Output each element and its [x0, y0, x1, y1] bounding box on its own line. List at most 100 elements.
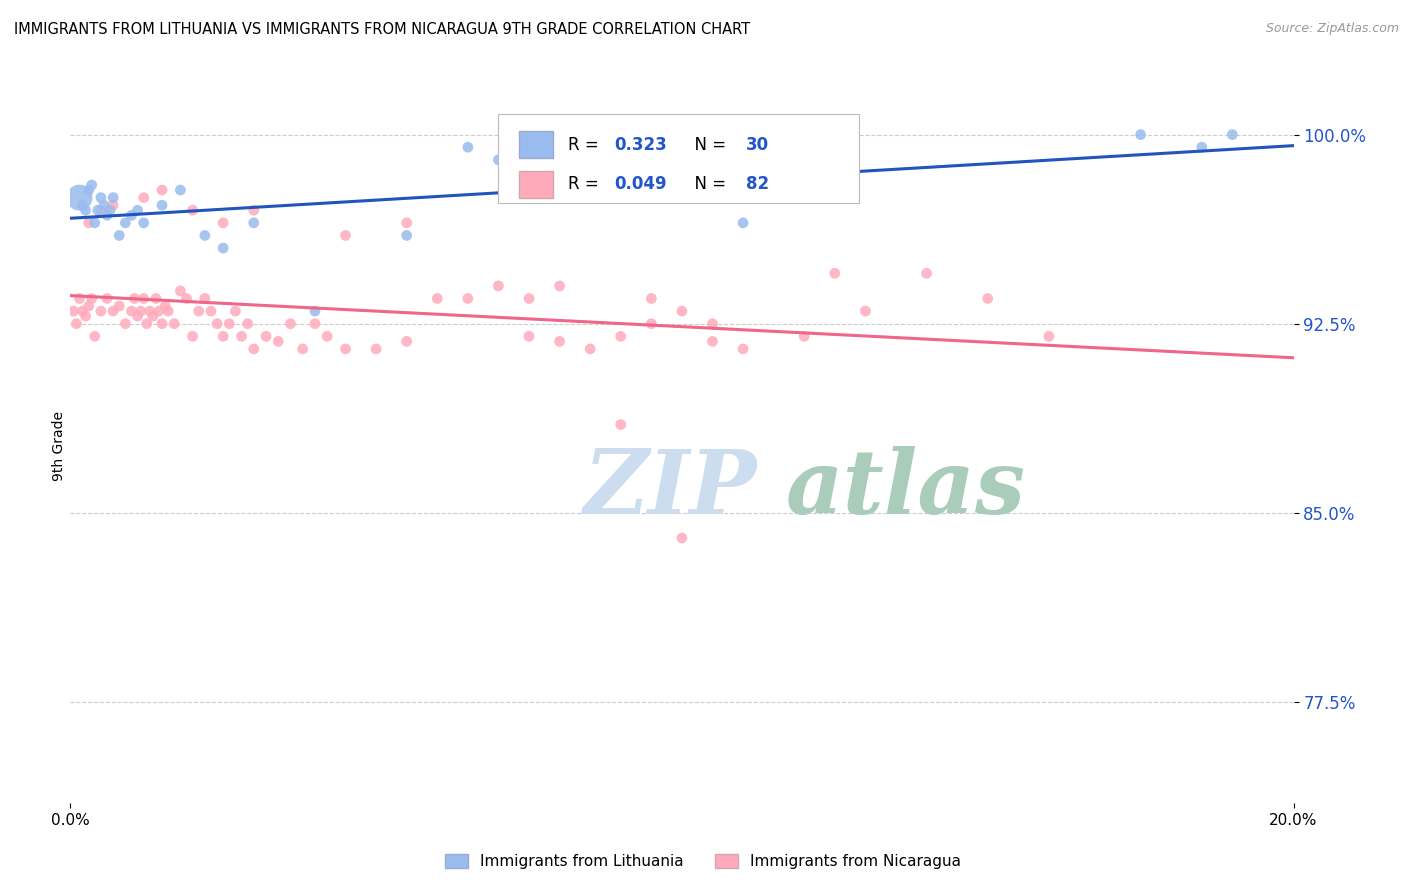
Point — [132, 191, 155, 205]
Point — [96, 208, 118, 222]
Point — [824, 266, 846, 280]
Text: 82: 82 — [745, 175, 769, 193]
Point — [163, 317, 186, 331]
Point — [426, 292, 449, 306]
Point — [101, 198, 124, 212]
Point — [127, 203, 149, 218]
Point — [80, 178, 103, 192]
Point — [194, 228, 217, 243]
Point — [108, 299, 131, 313]
Point — [793, 329, 815, 343]
Point — [610, 417, 633, 432]
Point — [83, 216, 105, 230]
Point — [200, 304, 222, 318]
Point — [157, 304, 180, 318]
Point — [517, 329, 540, 343]
Point — [101, 191, 124, 205]
Point — [96, 292, 118, 306]
Point — [69, 292, 91, 306]
Point — [132, 216, 155, 230]
Point — [488, 278, 510, 293]
Point — [62, 304, 84, 318]
Point — [121, 208, 143, 222]
Point — [135, 317, 157, 331]
Point — [236, 317, 259, 331]
Point — [304, 317, 326, 331]
Text: N =: N = — [685, 136, 731, 153]
Text: R =: R = — [568, 136, 605, 153]
Point — [90, 304, 112, 318]
Point — [1038, 329, 1060, 343]
Text: ZIP: ZIP — [583, 446, 758, 532]
Point — [176, 292, 198, 306]
Point — [77, 183, 100, 197]
Point — [548, 278, 571, 293]
Point — [205, 317, 228, 331]
Point — [194, 292, 217, 306]
FancyBboxPatch shape — [519, 131, 554, 159]
Point — [304, 304, 326, 318]
FancyBboxPatch shape — [519, 170, 554, 198]
Point — [640, 292, 662, 306]
Point — [517, 292, 540, 306]
Point — [395, 216, 418, 230]
Point — [77, 299, 100, 313]
Text: 0.323: 0.323 — [614, 136, 668, 153]
Point — [124, 292, 146, 306]
Point — [280, 317, 302, 331]
Point — [731, 342, 754, 356]
Point — [231, 329, 253, 343]
Point — [212, 329, 235, 343]
Text: R =: R = — [568, 175, 605, 193]
Point — [69, 191, 91, 205]
Point — [671, 304, 693, 318]
Point — [80, 292, 103, 306]
Point — [145, 292, 167, 306]
Text: N =: N = — [685, 175, 731, 193]
Point — [187, 304, 209, 318]
Point — [77, 216, 100, 230]
Point — [291, 342, 314, 356]
Point — [1220, 128, 1243, 142]
Point — [395, 228, 418, 243]
Point — [169, 284, 191, 298]
Point — [316, 329, 339, 343]
Point — [150, 183, 173, 197]
Point — [1129, 128, 1152, 142]
Point — [488, 153, 510, 167]
Text: 0.049: 0.049 — [614, 175, 668, 193]
Point — [132, 292, 155, 306]
Point — [212, 216, 235, 230]
Point — [395, 334, 418, 349]
Point — [457, 292, 479, 306]
Point — [108, 228, 131, 243]
Point — [101, 304, 124, 318]
Point — [65, 317, 87, 331]
Point — [75, 309, 97, 323]
Point — [181, 329, 204, 343]
Point — [150, 317, 173, 331]
Point — [243, 203, 266, 218]
Point — [114, 216, 136, 230]
Point — [121, 304, 143, 318]
Point — [169, 183, 191, 197]
Point — [72, 304, 94, 318]
Point — [90, 203, 112, 218]
Point — [139, 304, 162, 318]
Point — [731, 216, 754, 230]
Point — [93, 198, 115, 212]
Point — [335, 342, 357, 356]
Text: IMMIGRANTS FROM LITHUANIA VS IMMIGRANTS FROM NICARAGUA 9TH GRADE CORRELATION CHA: IMMIGRANTS FROM LITHUANIA VS IMMIGRANTS … — [14, 22, 751, 37]
Point — [129, 304, 152, 318]
Point — [114, 317, 136, 331]
Point — [671, 531, 693, 545]
Point — [153, 299, 176, 313]
Text: 30: 30 — [745, 136, 769, 153]
Point — [243, 216, 266, 230]
Point — [243, 342, 266, 356]
Point — [457, 140, 479, 154]
Point — [702, 317, 724, 331]
Point — [90, 191, 112, 205]
Point — [212, 241, 235, 255]
Point — [335, 228, 357, 243]
